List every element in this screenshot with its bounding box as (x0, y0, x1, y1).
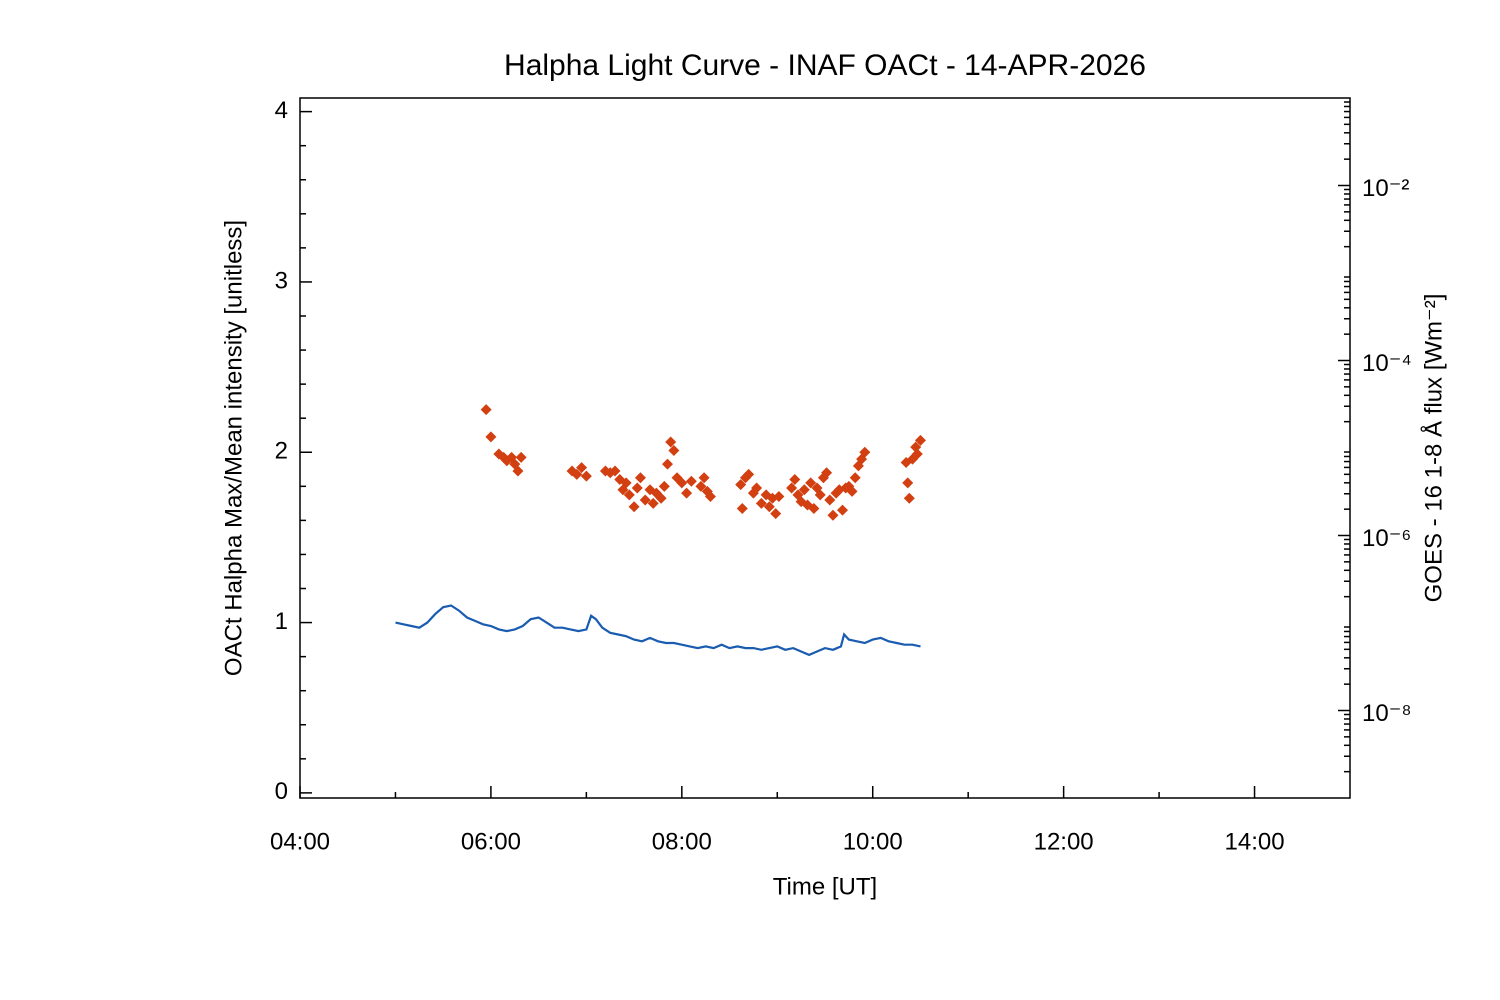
intensity-point (665, 436, 677, 448)
intensity-point (773, 491, 785, 503)
intensity-point (736, 502, 748, 514)
intensity-point (849, 472, 861, 484)
intensity-point (668, 445, 680, 457)
intensity-point (658, 480, 670, 492)
intensity-point (743, 468, 755, 480)
intensity-point (681, 487, 693, 499)
intensity-point (580, 470, 592, 482)
intensity-point (808, 502, 820, 514)
intensity-point (685, 475, 697, 487)
intensity-point (805, 477, 817, 489)
y2-axis-label: GOES - 16 1-8 Å flux [Wm⁻²] (1419, 294, 1447, 603)
intensity-point (623, 489, 635, 501)
intensity-point (824, 494, 836, 506)
intensity-point (647, 497, 659, 509)
y-tick-label: 2 (275, 438, 288, 465)
plot-frame (299, 97, 1351, 799)
x-axis-label: Time [UT] (773, 873, 877, 900)
intensity-point (704, 491, 716, 503)
intensity-point (770, 508, 782, 520)
chart-title: Halpha Light Curve - INAF OACt - 14-APR-… (504, 49, 1146, 82)
intensity-point (837, 504, 848, 516)
x-tick-label: 06:00 (461, 828, 521, 855)
y2-tick-label: 10⁻⁶ (1362, 525, 1411, 552)
intensity-point (631, 482, 643, 494)
x-tick-label: 04:00 (270, 828, 330, 855)
y2-tick-label: 10⁻⁴ (1362, 350, 1412, 377)
intensity-point (609, 465, 621, 477)
intensity-point (846, 485, 858, 497)
intensity-point (515, 451, 527, 463)
x-tick-label: 12:00 (1034, 828, 1094, 855)
intensity-point (655, 492, 667, 504)
intensity-line (395, 604, 921, 657)
y-tick-label: 3 (275, 267, 288, 294)
intensity-point (786, 482, 798, 494)
intensity-point (695, 480, 707, 492)
y-tick-label: 1 (275, 608, 288, 635)
y2-tick-label: 10⁻² (1362, 175, 1409, 202)
intensity-point (859, 446, 871, 458)
intensity-point (571, 468, 583, 480)
y-tick-label: 4 (275, 97, 288, 124)
y-tick-label: 0 (275, 778, 288, 805)
intensity-point (755, 497, 767, 509)
intensity-point (639, 494, 651, 506)
intensity-point (821, 467, 833, 479)
intensity-point (628, 501, 640, 513)
intensity-point (735, 479, 747, 491)
intensity-point (676, 477, 688, 489)
intensity-point (512, 465, 524, 477)
y-axis-label: OACt Halpha Max/Mean intensity [unitless… (220, 220, 247, 676)
y2-tick-label: 10⁻⁸ (1362, 700, 1412, 727)
x-tick-label: 10:00 (843, 828, 903, 855)
intensity-point (485, 431, 497, 443)
intensity-point (698, 472, 710, 484)
intensity-point (827, 509, 839, 521)
intensity-point (576, 462, 588, 474)
x-tick-label: 14:00 (1225, 828, 1285, 855)
intensity-point (798, 484, 810, 496)
intensity-point (480, 404, 492, 416)
intensity-point (814, 489, 826, 501)
intensity-point (662, 458, 673, 470)
intensity-point (911, 448, 923, 460)
intensity-point (902, 477, 914, 489)
intensity-point (751, 482, 763, 494)
x-tick-label: 08:00 (652, 828, 712, 855)
intensity-point (789, 474, 801, 486)
intensity-point (634, 472, 646, 484)
intensity-point (763, 501, 775, 513)
intensity-point (914, 434, 926, 446)
intensity-point (620, 477, 632, 489)
intensity-point (903, 492, 915, 504)
